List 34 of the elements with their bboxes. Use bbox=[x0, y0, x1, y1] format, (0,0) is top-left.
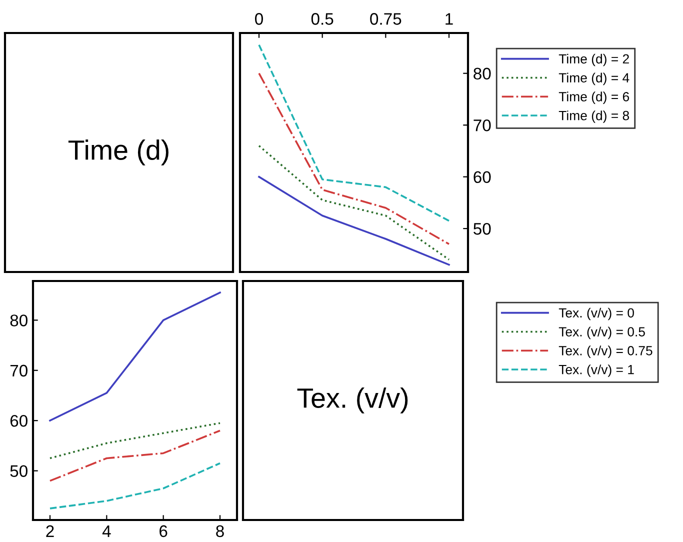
line-series bbox=[49, 422, 221, 460]
legend-label: Time (d) = 4 bbox=[558, 72, 630, 86]
y-tick-label: 50 bbox=[10, 465, 28, 477]
x-tick-label: 8 bbox=[216, 525, 224, 538]
x-tick-label: 6 bbox=[160, 525, 168, 538]
y-tick-label: 60 bbox=[10, 414, 28, 427]
x-tick-label: 0 bbox=[255, 13, 263, 25]
y-tick-label: 50 bbox=[474, 222, 491, 235]
y-tick-label: 80 bbox=[474, 68, 491, 80]
line-series bbox=[258, 144, 450, 260]
legend-label: Tex. (v/v) = 0.75 bbox=[558, 346, 652, 358]
text: Time (d) bbox=[68, 140, 168, 166]
legend-label: Tex. (v/v) = 0 bbox=[558, 308, 634, 320]
x-tick-label: 4 bbox=[102, 525, 111, 537]
legend-label: Tex. (v/v) = 1 bbox=[558, 364, 634, 377]
x-tick-label: 0.75 bbox=[370, 13, 402, 25]
line-series bbox=[49, 462, 221, 510]
line-series bbox=[49, 430, 221, 482]
x-tick-label: 2 bbox=[46, 525, 54, 537]
y-tick-label: 70 bbox=[10, 364, 28, 377]
legend-label: Time (d) = 8 bbox=[558, 110, 630, 123]
legend-label: Tex. (v/v) = 0.5 bbox=[558, 326, 645, 340]
legend-label: Time (d) = 6 bbox=[558, 92, 630, 104]
line-series bbox=[49, 292, 221, 422]
x-tick-label: 1 bbox=[446, 13, 453, 25]
legend-label: Time (d) = 2 bbox=[558, 54, 629, 66]
line-series bbox=[258, 72, 450, 245]
text: Tex. (v/v) bbox=[297, 388, 408, 414]
y-tick-label: 80 bbox=[10, 314, 28, 326]
line-series bbox=[258, 44, 450, 222]
y-tick-label: 70 bbox=[474, 119, 491, 132]
line-series bbox=[258, 176, 450, 266]
y-tick-label: 60 bbox=[474, 171, 491, 184]
x-tick-label: 0.5 bbox=[311, 13, 334, 25]
